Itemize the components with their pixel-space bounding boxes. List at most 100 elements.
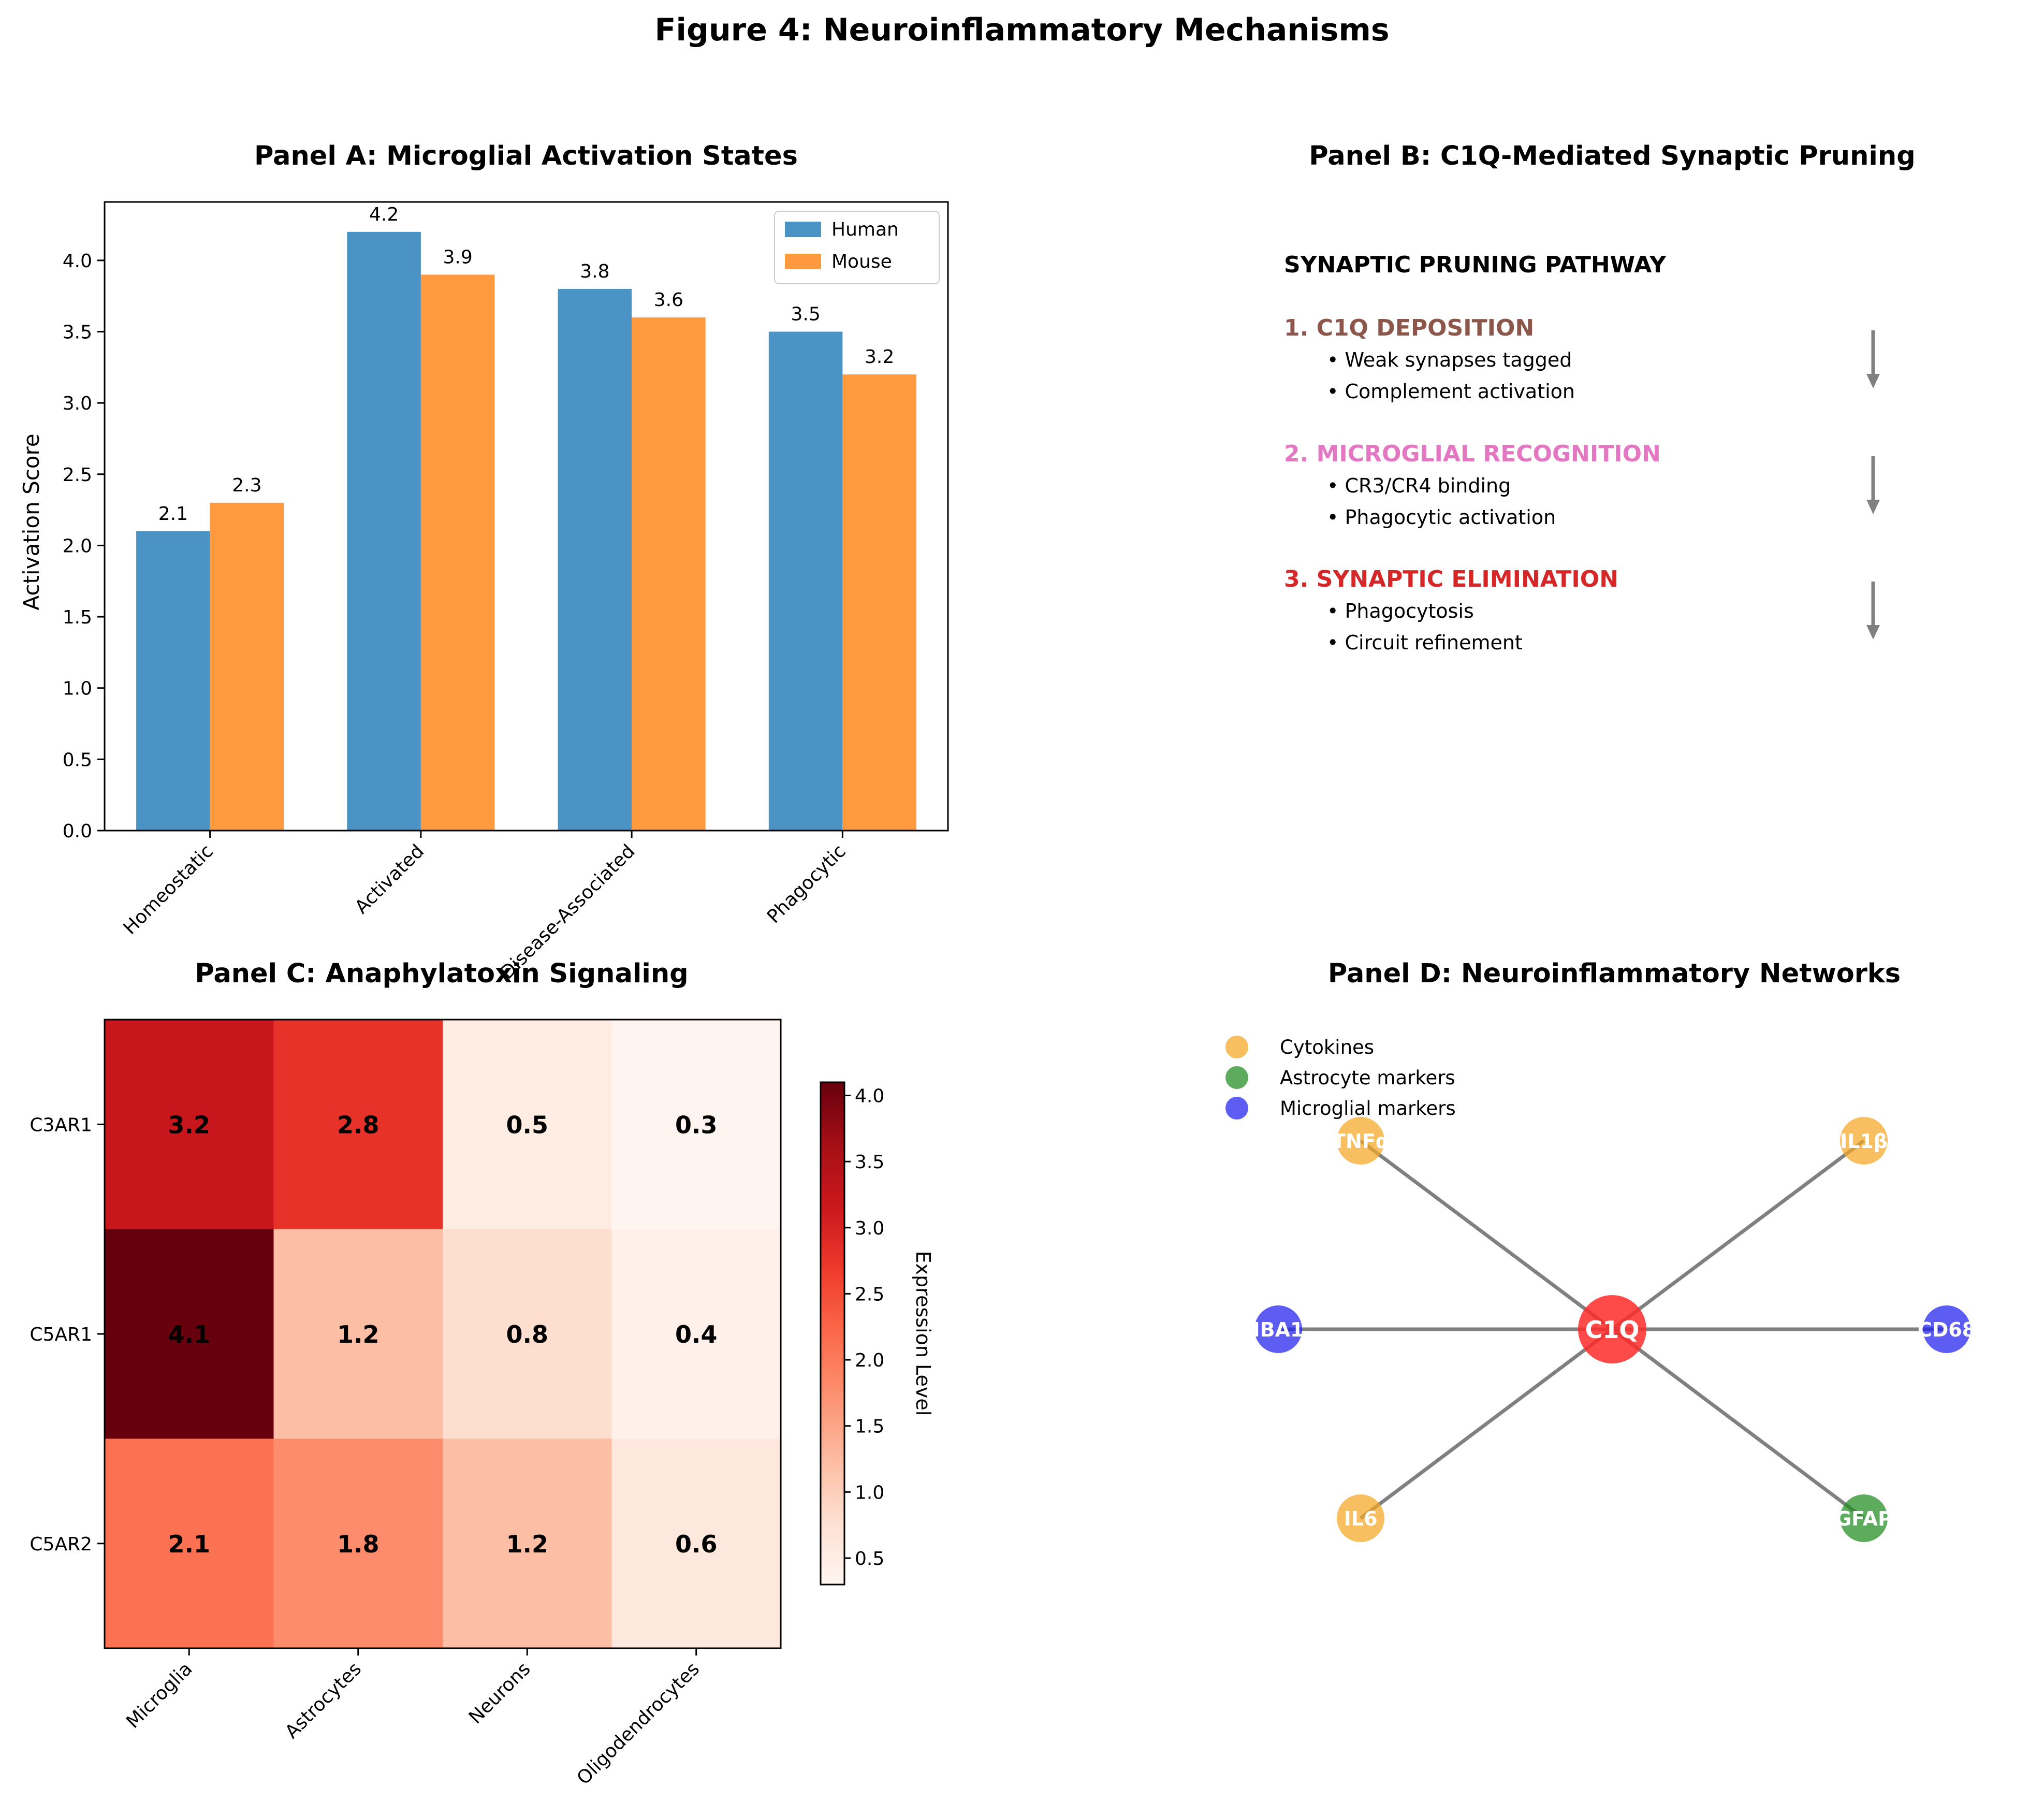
colorbar-tick-label: 3.0 [855,1218,884,1239]
bar-value-label: 4.2 [369,204,399,225]
network-node-label: GFAP [1835,1507,1892,1530]
bar-value-label: 3.5 [791,304,820,325]
heatmap-cell [105,1229,274,1439]
panel-c-heatmap: Panel C: Anaphylatoxin Signaling 3.2 2.8 0… [30,958,935,1789]
bar-mouse [210,502,284,831]
network-node-il1b [1840,1117,1888,1165]
colorbar-bar [820,1081,845,1586]
network-node-label: IL6 [1344,1507,1378,1530]
bar-value-label: 3.9 [443,246,473,268]
heatmap-cell-value: 0.3 [675,1111,718,1139]
heatmap-cell-value: 0.6 [675,1530,718,1558]
network-edge [1359,1139,1614,1331]
heatmap-cell-value: 4.1 [168,1320,211,1348]
panel-a-ylabel: Activation Score [19,433,44,610]
colorbar-tick-label: 1.5 [855,1416,884,1437]
colorbar-tick-label: 3.5 [855,1152,884,1173]
y-tick-label: 1.5 [63,607,92,628]
heatmap-cell-value: 1.2 [506,1530,549,1558]
legend-marker [1225,1036,1248,1058]
panel-d-legend: Cytokines Astrocyte markers Microglial mar… [1225,1036,1456,1120]
panel-a-plot-frame [104,201,949,832]
legend-label: Cytokines [1280,1036,1374,1058]
pathway-step-bullet: • Weak synapses tagged [1327,348,1572,371]
network-node-iba1 [1254,1305,1302,1353]
heatmap-cell-value: 0.8 [506,1320,549,1348]
bar-human [347,231,421,831]
panel-a-title: Panel A: Microglial Activation States [254,141,798,171]
heatmap-cell-value: 2.1 [168,1530,211,1558]
bar-mouse [420,274,495,831]
pathway-step-bullet: • Phagocytic activation [1327,506,1556,529]
heatmap-cell [105,1020,274,1230]
colorbar-label: Expression Level [912,1251,935,1416]
pathway-step-label: 3. SYNAPTIC ELIMINATION [1284,566,1618,592]
pathway-step-bullet: • Circuit refinement [1327,631,1523,654]
heatmap-cell [443,1439,612,1649]
legend-swatch-human [785,222,821,237]
pathway-step-bullet: • Phagocytosis [1327,600,1474,622]
pathway-step-bullet: • CR3/CR4 binding [1327,474,1511,497]
bar-human [768,331,843,831]
heatmap-cell [105,1439,274,1649]
network-node-cd68 [1923,1305,1970,1353]
network-edge [1611,1328,1865,1520]
heatmap-cell [273,1439,443,1649]
bar-human [136,531,210,831]
y-tick-label: 2.5 [63,464,92,486]
heatmap-row-label: C5AR2 [30,1534,92,1555]
arrow-head-icon [1866,625,1880,640]
panel-a-legend: Human Mouse [774,211,940,284]
y-tick-label: 2.0 [63,535,92,557]
arrow-head-icon [1866,500,1880,514]
legend-marker [1225,1097,1248,1120]
heatmap-cell [273,1229,443,1439]
bar-human [558,288,632,831]
heatmap-cell [611,1020,781,1230]
colorbar-tick-label: 2.0 [855,1350,884,1371]
bar-mouse [842,374,916,831]
colorbar-tick-label: 4.0 [855,1086,884,1107]
y-tick-label: 3.0 [63,393,92,414]
bar-mouse [632,317,706,831]
network-node-il6 [1337,1494,1384,1542]
network-node-label: CD68 [1918,1318,1976,1341]
figure-title: Figure 4: Neuroinflammatory Mechanisms [654,12,1389,48]
heatmap-cell [443,1020,612,1230]
pathway-step-bullet: • Complement activation [1327,380,1575,403]
heatmap-cell [273,1020,443,1230]
legend-label: Microglial markers [1280,1097,1456,1120]
network-node-label: TNFα [1332,1130,1389,1153]
heatmap-cell-value: 0.5 [506,1111,549,1139]
arrow-head-icon [1866,374,1880,388]
heatmap-cell-value: 1.8 [337,1530,379,1558]
network-node-c1q [1578,1295,1646,1363]
bar-value-label: 2.3 [232,475,261,496]
heatmap-cell-value: 3.2 [168,1111,211,1139]
panel-d-title: Panel D: Neuroinflammatory Networks [1328,958,1901,989]
y-tick-label: 3.5 [63,322,92,343]
y-tick-label: 1.0 [63,678,92,700]
panel-c-colorbar: 0.5 1.0 1.5 2.0 2.5 3.0 3.5 4.0 Expression Level [820,1081,935,1586]
heatmap-cell-value: 1.2 [337,1320,379,1348]
legend-label: Mouse [831,251,892,272]
legend-swatch-mouse [785,254,821,269]
y-tick-label: 0.5 [63,749,92,771]
panel-b-title: Panel B: C1Q-Mediated Synaptic Pruning [1309,141,1915,171]
network-edge [1359,1328,1614,1520]
y-tick-label: 0.0 [63,821,92,842]
heatmap-row-label: C3AR1 [30,1114,92,1136]
panel-b-pathway: Panel B: C1Q-Mediated Synaptic Pruning S… [1284,141,1916,654]
bar-value-label: 3.2 [865,346,894,368]
bar-value-label: 3.8 [580,261,609,282]
legend-marker [1225,1066,1248,1089]
network-node-gfap [1840,1494,1888,1542]
network-center-label: C1Q [1585,1316,1640,1344]
pathway-heading: SYNAPTIC PRUNING PATHWAY [1284,252,1667,278]
legend-label: Human [831,219,899,240]
network-node-tnfa [1337,1117,1384,1165]
heatmap-cell-value: 0.4 [675,1320,718,1348]
network-node-label: IL1β [1840,1130,1888,1153]
network-node-label: IBA1 [1253,1318,1304,1341]
